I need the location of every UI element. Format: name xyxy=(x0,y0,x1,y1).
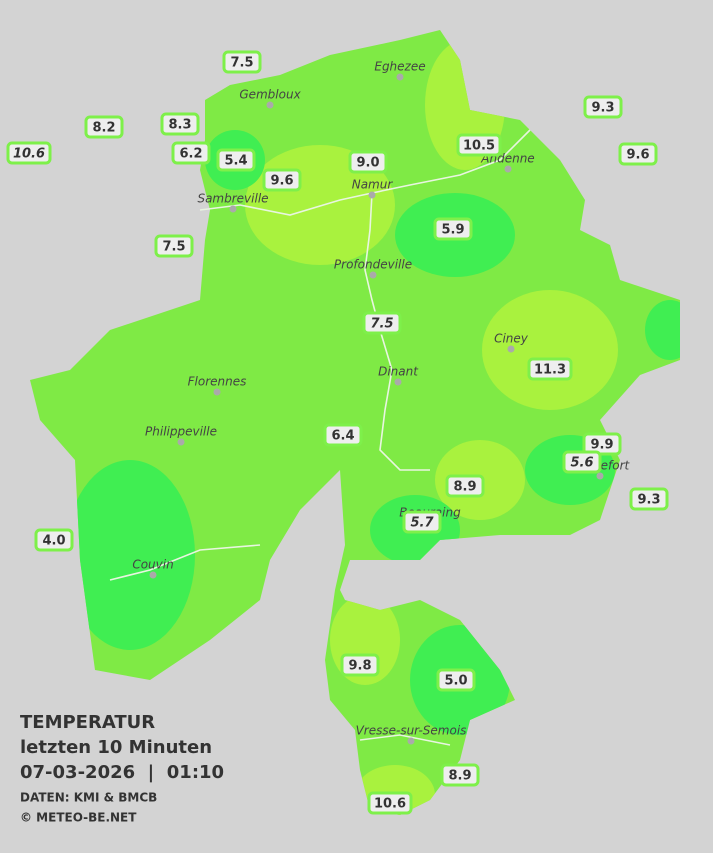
station-value: 9.3 xyxy=(591,101,614,116)
station-box xyxy=(216,148,256,172)
station-box xyxy=(456,133,502,157)
station-value: 5.6 xyxy=(570,456,593,471)
city-dot xyxy=(368,191,376,199)
station-box xyxy=(402,510,442,534)
city-dot xyxy=(149,571,157,579)
station-box xyxy=(323,423,363,447)
station-value: 4.0 xyxy=(42,534,65,549)
city-label: Vresse-sur-Semois xyxy=(356,724,467,738)
city-dot xyxy=(369,271,377,279)
station-value: 10.6 xyxy=(374,797,406,812)
station-value: 7.5 xyxy=(230,56,253,71)
station-box xyxy=(445,474,485,498)
station-box xyxy=(629,487,669,511)
city-dot xyxy=(504,165,512,173)
station-box xyxy=(582,432,622,456)
city-dot xyxy=(396,73,404,81)
legend-text: TEMPERATUR letzten 10 Minuten 07-03-2026… xyxy=(20,712,224,825)
cities: EghezeeGemblouxAndenneNamurSambrevillePr… xyxy=(132,60,631,745)
station-box xyxy=(433,217,473,241)
source: DATEN: KMI & BMCB xyxy=(20,791,157,805)
city-dot xyxy=(394,378,402,386)
station-box xyxy=(262,168,302,192)
station-value: 9.6 xyxy=(626,148,649,163)
station-value: 10.6 xyxy=(13,147,45,162)
station-value: 9.3 xyxy=(637,493,660,508)
station-value: 10.5 xyxy=(463,139,495,154)
city-label: Philippeville xyxy=(145,425,217,439)
title: TEMPERATUR xyxy=(20,712,155,733)
station-value: 9.9 xyxy=(590,438,613,453)
city-dot xyxy=(229,205,237,213)
copyright: © METEO-BE.NET xyxy=(20,811,137,825)
station-box xyxy=(340,653,380,677)
city-dot xyxy=(177,438,185,446)
station-box xyxy=(618,142,658,166)
city-dot xyxy=(596,472,604,480)
station-value: 6.2 xyxy=(179,147,202,162)
station-box xyxy=(436,668,476,692)
city-label: Eghezee xyxy=(374,60,425,74)
city-dot xyxy=(266,101,274,109)
station-value: 5.9 xyxy=(441,223,464,238)
city-label: Couvin xyxy=(132,558,173,572)
station-box xyxy=(348,150,388,174)
city-label: Dinant xyxy=(378,365,419,379)
station-value: 5.0 xyxy=(444,674,467,689)
station-box xyxy=(440,763,480,787)
station-box xyxy=(84,115,124,139)
station-box xyxy=(160,112,200,136)
station-value: 8.3 xyxy=(168,118,191,133)
station-box xyxy=(583,95,623,119)
station-box xyxy=(154,234,194,258)
datetime: 07-03-2026 | 01:10 xyxy=(20,762,224,783)
station-box xyxy=(367,791,413,815)
station-value: 11.3 xyxy=(534,363,566,378)
station-value: 8.9 xyxy=(453,480,476,495)
station-box xyxy=(527,357,573,381)
station-value: 7.5 xyxy=(370,317,393,332)
station-box xyxy=(171,141,211,165)
station-value: 6.4 xyxy=(331,429,354,444)
station-box xyxy=(362,311,402,335)
station-value: 9.8 xyxy=(348,659,371,674)
station-value: 8.9 xyxy=(448,769,471,784)
city-label: Namur xyxy=(352,178,394,192)
station-box xyxy=(6,141,52,165)
station-value: 8.2 xyxy=(92,121,115,136)
city-dot xyxy=(507,345,515,353)
station-value: 9.0 xyxy=(356,156,379,171)
station-box xyxy=(562,450,602,474)
city-label: Gembloux xyxy=(239,88,301,102)
city-label: Ciney xyxy=(494,332,529,346)
station-box xyxy=(222,50,262,74)
city-dot xyxy=(213,388,221,396)
stations: 7.5 8.2 8.3 10.6 6.2 5.4 9.6 9.0 10.5 9.3 9.6 7.5 5.… xyxy=(6,50,669,815)
city-dot xyxy=(407,737,415,745)
city-label: Profondeville xyxy=(334,258,412,272)
period: letzten 10 Minuten xyxy=(20,737,212,758)
station-value: 5.4 xyxy=(224,154,247,169)
station-value: 5.7 xyxy=(410,516,434,531)
station-value: 7.5 xyxy=(162,240,185,255)
city-label: Florennes xyxy=(188,375,247,389)
city-label: Sambreville xyxy=(197,192,268,206)
station-value: 9.6 xyxy=(270,174,293,189)
station-box xyxy=(34,528,74,552)
